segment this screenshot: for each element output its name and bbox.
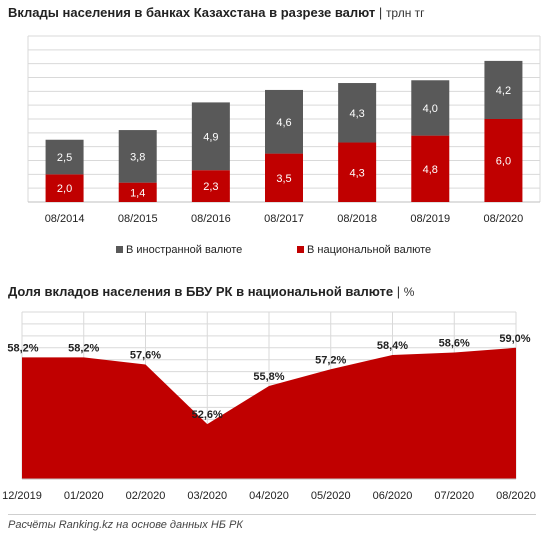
data-label-national: 2,3: [203, 181, 218, 193]
x-tick-label: 08/2016: [191, 213, 231, 225]
data-label-foreign: 4,6: [276, 117, 291, 129]
stacked-bar-chart: 2,0 2,5 08/2014 1,4 3,8 08/2015 2,3 4,9 08/2016 3…: [27, 35, 541, 256]
data-label: 57,6%: [130, 349, 161, 361]
x-tick-label: 02/2020: [126, 490, 166, 502]
data-label-foreign: 4,9: [203, 131, 218, 143]
data-label-national: 4,8: [423, 164, 438, 176]
data-label-foreign: 2,5: [57, 152, 72, 164]
data-label-foreign: 4,0: [423, 103, 438, 115]
bar-foreign: [191, 102, 230, 171]
bar-national: [265, 153, 303, 202]
data-label-national: 1,4: [130, 187, 145, 199]
data-label-national: 4,3: [349, 167, 364, 179]
data-label: 57,2%: [315, 354, 346, 366]
data-label: 52,6%: [192, 409, 223, 421]
chart2-title-separator: |: [396, 284, 401, 299]
data-label-foreign: 4,2: [496, 85, 511, 97]
bar-foreign: [411, 80, 450, 136]
chart1-title-separator: |: [378, 5, 383, 20]
bar-national: [338, 142, 377, 202]
data-label-national: 3,5: [276, 173, 291, 185]
source-note: Расчёты Ranking.kz на основе данных НБ Р…: [8, 519, 243, 531]
x-tick-label: 08/2018: [337, 213, 377, 225]
x-tick-label: 08/2014: [45, 213, 85, 225]
chart2-title: Доля вкладов населения в БВУ РК в национ…: [8, 284, 414, 299]
legend-swatch: [116, 246, 123, 253]
data-label: 58,2%: [7, 342, 38, 354]
data-label-foreign: 4,3: [349, 108, 364, 120]
bar-national: [45, 174, 84, 202]
footer-divider: [8, 514, 536, 515]
bar-foreign: [118, 130, 157, 183]
data-label: 59,0%: [499, 333, 530, 345]
bar-foreign: [484, 60, 523, 119]
chart1-title-text: Вклады населения в банках Казахстана в р…: [8, 5, 376, 20]
data-label-national: 6,0: [496, 156, 511, 168]
data-label-foreign: 3,8: [130, 151, 145, 163]
x-tick-label: 08/2020: [496, 490, 536, 502]
x-tick-label: 08/2019: [410, 213, 450, 225]
data-label: 55,8%: [253, 371, 284, 383]
x-tick-label: 03/2020: [187, 490, 227, 502]
x-tick-label: 05/2020: [311, 490, 351, 502]
x-tick-label: 01/2020: [64, 490, 104, 502]
chart2-title-text: Доля вкладов населения в БВУ РК в национ…: [8, 284, 394, 299]
x-tick-label: 08/2020: [484, 213, 524, 225]
data-label: 58,6%: [439, 338, 470, 350]
bar-foreign: [338, 83, 377, 143]
legend-label: В иностранной валюте: [126, 244, 242, 256]
data-label-national: 2,0: [57, 183, 72, 195]
x-tick-label: 04/2020: [249, 490, 289, 502]
legend-label: В национальной валюте: [307, 244, 431, 256]
bar-national: [118, 182, 157, 202]
legend: В иностранной валюте В национальной валют…: [116, 244, 431, 256]
chart1-unit: трлн тг: [385, 6, 425, 20]
bar-foreign: [45, 139, 84, 175]
data-label: 58,2%: [68, 342, 99, 354]
x-tick-label: 12/2019: [2, 490, 42, 502]
bar-national: [411, 135, 450, 202]
bar-national: [484, 119, 523, 202]
bar-foreign: [265, 89, 303, 154]
bar-national: [191, 170, 230, 202]
x-tick-label: 06/2020: [373, 490, 413, 502]
x-tick-label: 08/2015: [118, 213, 158, 225]
area-series: [22, 347, 516, 479]
x-tick-label: 07/2020: [434, 490, 474, 502]
chart1-title: Вклады населения в банках Казахстана в р…: [8, 5, 425, 20]
chart2-unit: %: [403, 285, 415, 299]
area-chart: 58,2% 12/2019 58,2% 01/2020 57,6% 02/2020 52,6…: [2, 311, 536, 502]
data-label: 58,4%: [377, 340, 408, 352]
legend-swatch: [297, 246, 304, 253]
x-tick-label: 08/2017: [264, 213, 304, 225]
